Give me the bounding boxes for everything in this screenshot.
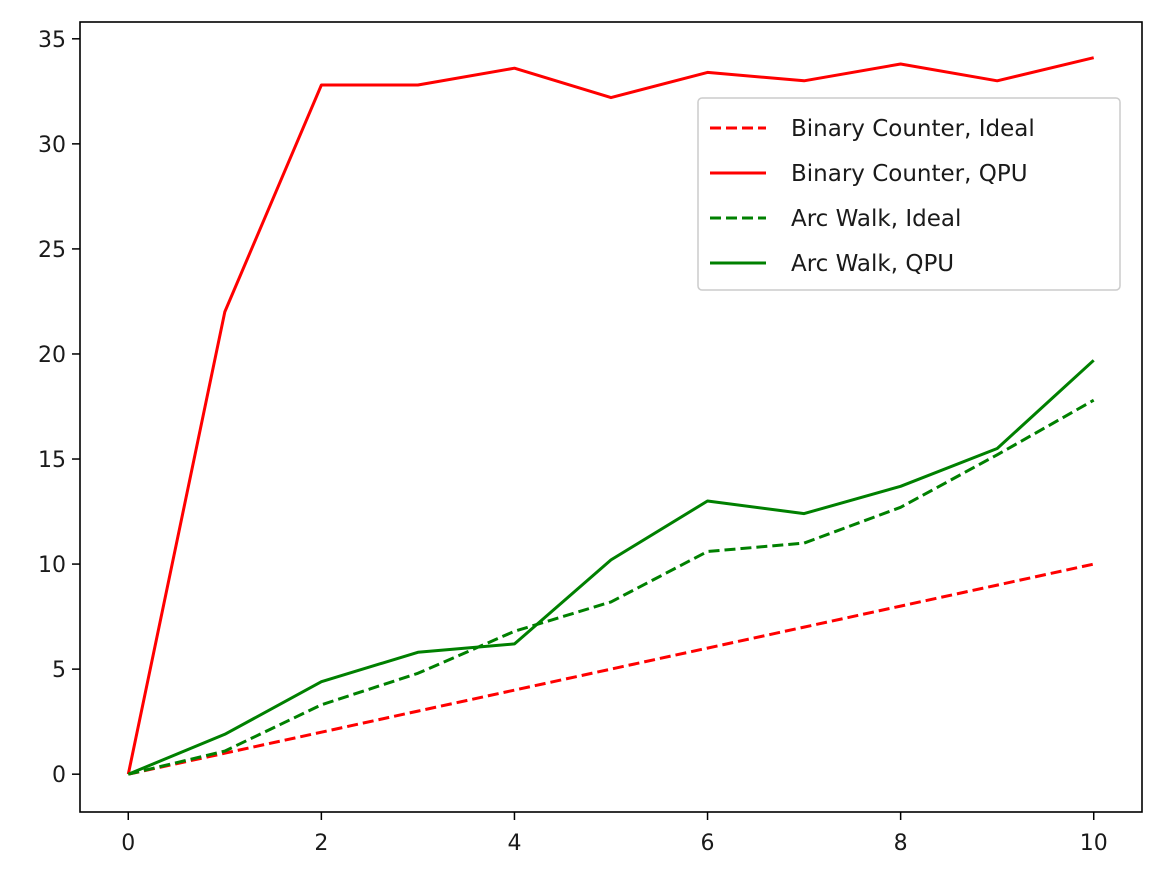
x-tick-label: 6 bbox=[701, 831, 715, 856]
legend-box bbox=[697, 97, 1121, 291]
series-line-binary-counter-qpu bbox=[126, 56, 1095, 775]
y-axis: 0 5 10 15 20 25 30 35 bbox=[38, 28, 80, 788]
y-tick-label: 20 bbox=[38, 343, 66, 368]
x-tick-label: 0 bbox=[121, 831, 135, 856]
y-tick-label: 5 bbox=[52, 658, 66, 683]
y-tick-label: 10 bbox=[38, 553, 66, 578]
y-tick-label: 35 bbox=[38, 28, 66, 53]
x-tick-label: 4 bbox=[507, 831, 521, 856]
series-line-binary-counter-ideal bbox=[127, 562, 1095, 776]
y-tick-label: 15 bbox=[38, 448, 66, 473]
x-axis: 0 2 4 6 8 10 bbox=[121, 812, 1108, 856]
series-layer bbox=[126, 56, 1095, 776]
legend-label: Binary Counter, QPU bbox=[791, 161, 1028, 187]
series-line-arc-walk-qpu bbox=[127, 359, 1095, 776]
legend-label: Binary Counter, Ideal bbox=[791, 116, 1035, 142]
x-tick-label: 2 bbox=[314, 831, 328, 856]
plot-frame bbox=[79, 21, 1143, 813]
series-line-arc-walk-ideal bbox=[127, 398, 1095, 776]
legend: Binary Counter, Ideal Binary Counter, QPU… bbox=[697, 97, 1121, 291]
y-tick-label: 0 bbox=[52, 763, 66, 788]
x-tick-label: 10 bbox=[1080, 831, 1108, 856]
legend-label: Arc Walk, QPU bbox=[791, 251, 954, 277]
x-tick-label: 8 bbox=[894, 831, 908, 856]
y-tick-label: 25 bbox=[38, 238, 66, 263]
legend-label: Arc Walk, Ideal bbox=[791, 206, 961, 232]
y-tick-label: 30 bbox=[38, 133, 66, 158]
